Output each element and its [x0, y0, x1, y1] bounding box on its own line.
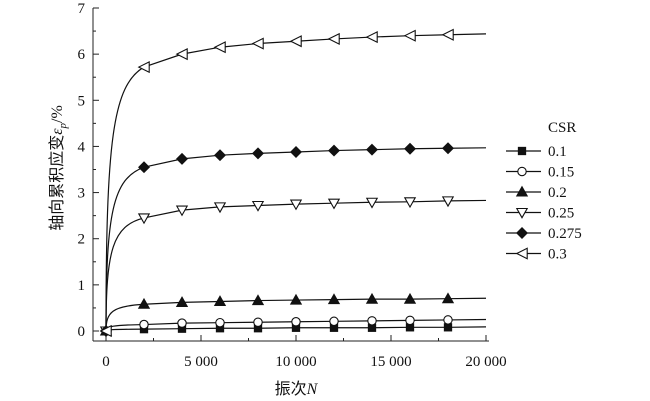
- legend-item-0.15: 0.15: [506, 165, 574, 181]
- series-layer: [99, 28, 487, 338]
- data-point-diamond: [442, 142, 454, 155]
- data-point-triangle-left: [365, 30, 378, 44]
- data-point-triangle-left: [289, 35, 302, 48]
- data-point-triangle-down: [289, 199, 303, 211]
- data-point-triangle-left: [99, 324, 112, 338]
- axes: 0 1 2 3 4 5 6 7 0 5 000 10 000 15 000 20 000: [78, 1, 507, 370]
- series-line: [105, 147, 487, 332]
- y-tick-label: 3: [78, 186, 86, 202]
- data-point-circle: [443, 315, 453, 325]
- data-point-diamond: [252, 147, 264, 160]
- legend-label: 0.15: [548, 165, 574, 181]
- data-point-diamond: [516, 227, 528, 239]
- legend-title: CSR: [548, 120, 576, 136]
- data-point-triangle-up: [327, 293, 341, 305]
- data-point-diamond: [366, 143, 378, 156]
- data-point-circle: [517, 166, 527, 177]
- data-point-triangle-up: [213, 295, 227, 307]
- data-point-triangle-up: [175, 296, 189, 307]
- data-point-triangle-up: [251, 294, 265, 306]
- data-point-triangle-left: [137, 60, 150, 74]
- series-0.15: [101, 315, 487, 336]
- data-point-triangle-down: [365, 197, 379, 209]
- data-point-triangle-up: [441, 292, 455, 304]
- x-tick-label: 10 000: [275, 354, 316, 370]
- y-axis-title-var: ε: [49, 128, 66, 135]
- series-0.25: [99, 196, 487, 338]
- data-point-diamond: [290, 145, 302, 158]
- data-point-diamond: [138, 161, 150, 174]
- y-axis-title: 轴向累积应变εp/%: [47, 105, 69, 231]
- legend-item-0.3: 0.3: [506, 247, 567, 263]
- legend-label: 0.2: [548, 185, 567, 201]
- legend-item-0.2: 0.2: [506, 185, 567, 201]
- series-0.3: [99, 28, 487, 338]
- y-tick-label: 2: [78, 232, 86, 248]
- x-axis-title-text: 振次: [275, 380, 307, 398]
- data-point-diamond: [404, 142, 416, 155]
- x-tick-label: 5 000: [184, 354, 218, 370]
- data-point-triangle-down: [441, 196, 455, 208]
- x-tick-label: 20 000: [465, 354, 506, 370]
- data-point-triangle-up: [137, 297, 151, 309]
- y-tick-label: 1: [78, 278, 86, 294]
- series-line: [105, 199, 487, 332]
- legend-item-0.1: 0.1: [506, 144, 567, 160]
- x-tick-label: 15 000: [370, 354, 411, 370]
- legend-item-0.25: 0.25: [506, 206, 574, 222]
- data-point-circle: [329, 316, 339, 327]
- y-tick-label: 5: [78, 93, 86, 109]
- x-axis-title-var: N: [306, 381, 319, 398]
- data-point-triangle-left: [515, 247, 528, 260]
- y-axis-title-text: 轴向累积应变: [47, 135, 66, 231]
- data-point-circle: [291, 317, 301, 327]
- data-point-triangle-left: [251, 37, 264, 50]
- legend: CSR 0.1 0.15 0.2 0.25 0.275 0.3: [506, 120, 582, 263]
- legend-item-0.275: 0.275: [506, 226, 582, 242]
- data-point-triangle-up: [289, 293, 303, 305]
- data-point-triangle-left: [175, 48, 188, 61]
- y-tick-label: 0: [78, 324, 86, 340]
- y-tick-label: 7: [78, 1, 86, 17]
- y-axis-title-sub: p: [57, 122, 69, 129]
- data-point-diamond: [176, 152, 188, 165]
- data-point-diamond: [214, 149, 226, 162]
- data-point-triangle-up: [403, 292, 417, 304]
- data-point-triangle-left: [327, 32, 340, 46]
- x-tick-label: 0: [102, 354, 110, 370]
- data-point-triangle-left: [403, 29, 416, 42]
- data-point-triangle-down: [137, 213, 151, 225]
- legend-label: 0.25: [548, 206, 574, 222]
- data-point-triangle-left: [441, 28, 454, 41]
- y-axis-title-unit: /%: [49, 105, 66, 123]
- data-point-triangle-down: [251, 200, 265, 212]
- data-point-triangle-down: [515, 207, 529, 219]
- data-point-triangle-down: [213, 202, 227, 214]
- data-point-circle: [367, 316, 377, 326]
- legend-label: 0.1: [548, 144, 567, 160]
- data-point-triangle-up: [365, 292, 379, 304]
- data-point-circle: [139, 319, 149, 330]
- y-tick-label: 6: [78, 47, 86, 63]
- data-point-triangle-down: [327, 198, 341, 210]
- legend-label: 0.275: [548, 226, 582, 242]
- data-point-circle: [177, 318, 187, 328]
- data-point-triangle-left: [213, 41, 226, 54]
- series-0.275: [100, 142, 487, 337]
- data-point-circle: [405, 315, 415, 326]
- y-tick-label: 4: [78, 139, 86, 155]
- legend-label: 0.3: [548, 247, 567, 263]
- data-point-square: [517, 146, 527, 156]
- x-axis-title: 振次N: [275, 380, 319, 398]
- data-point-circle: [215, 317, 225, 328]
- data-point-triangle-down: [403, 197, 417, 209]
- data-point-circle: [253, 317, 263, 327]
- series-line: [105, 33, 487, 332]
- data-point-diamond: [328, 144, 340, 157]
- data-point-triangle-up: [515, 185, 529, 197]
- data-point-triangle-down: [175, 205, 189, 217]
- data-point-square: [443, 323, 453, 332]
